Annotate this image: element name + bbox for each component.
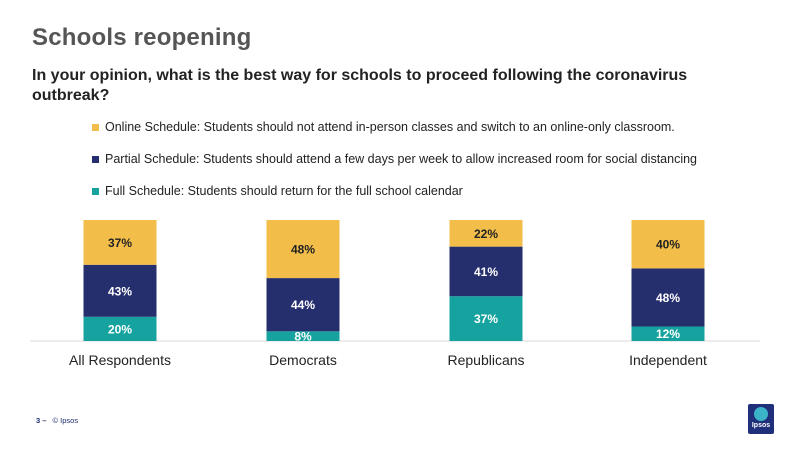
bar-segment-full [449,296,523,341]
data-label-online: 37% [108,236,132,250]
data-label-partial: 41% [474,265,498,279]
data-label-online: 48% [291,243,315,257]
data-label-full: 8% [294,330,312,344]
bar-segment-full [83,316,157,341]
footer: 3 – © Ipsos [36,416,78,425]
category-label: Independent [629,352,707,368]
bar-segment-partial [266,278,340,332]
data-label-full: 20% [108,322,132,336]
logo-circle-icon [754,407,768,421]
bar-segment-full [631,326,705,341]
data-label-full: 37% [474,312,498,326]
legend-item-partial: Partial Schedule: Students should attend… [92,150,697,168]
legend-label-partial: Partial Schedule: Students should attend… [105,152,697,166]
survey-question: In your opinion, what is the best way fo… [32,67,688,104]
page-title: Schools reopening [32,24,252,51]
data-label-full: 12% [656,327,680,341]
bar-segment-online [83,220,157,265]
data-label-partial: 48% [656,291,680,305]
ipsos-logo: Ipsos [748,404,774,434]
data-label-partial: 43% [108,284,132,298]
bar-segment-full [266,331,340,341]
bar-segment-online [449,220,523,247]
bar-segment-partial [449,246,523,297]
data-label-online: 40% [656,238,680,252]
bar-segment-partial [83,264,157,317]
logo-text: Ipsos [751,422,771,429]
category-label: All Respondents [69,352,171,368]
category-label: Republicans [447,352,524,368]
bar-segment-online [266,220,340,279]
bar-segment-online [631,220,705,269]
page-number: 3 – [36,416,47,425]
chart-legend: Online Schedule: Students should not att… [92,118,697,214]
category-label: Democrats [269,352,337,368]
data-label-online: 22% [474,227,498,241]
bar-segment-partial [631,268,705,327]
copyright: © Ipsos [52,416,79,425]
legend-swatch-partial [92,155,99,163]
legend-swatch-online [92,123,99,131]
legend-swatch-full [92,187,99,195]
data-label-partial: 44% [291,298,315,312]
legend-label-full: Full Schedule: Students should return fo… [105,184,463,198]
legend-item-online: Online Schedule: Students should not att… [92,118,697,136]
legend-label-online: Online Schedule: Students should not att… [105,120,675,134]
legend-item-full: Full Schedule: Students should return fo… [92,182,697,200]
